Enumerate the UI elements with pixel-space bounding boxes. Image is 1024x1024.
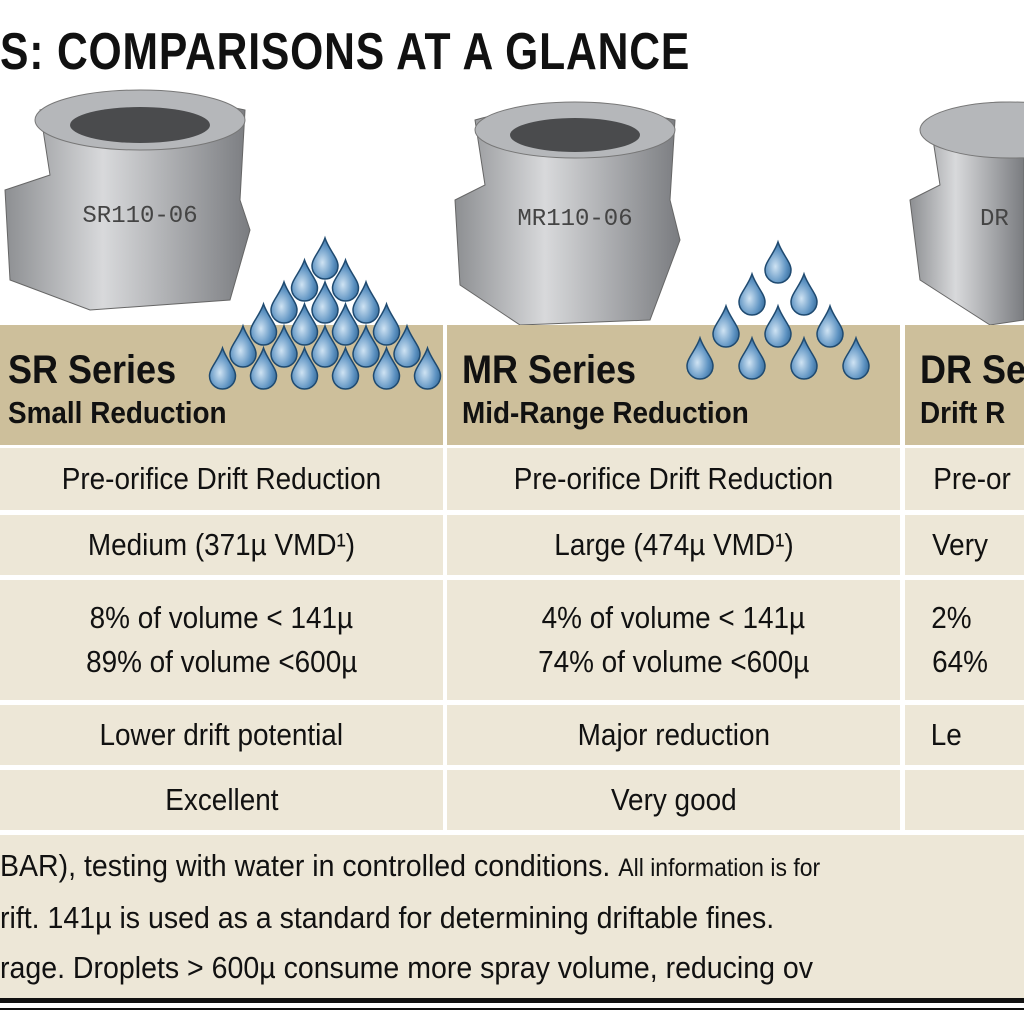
cell-text: Major reduction xyxy=(577,717,770,752)
table-cell: 4% of volume < 141µ 74% of volume <600µ xyxy=(447,580,900,700)
droplet xyxy=(229,323,257,368)
droplet xyxy=(790,271,818,316)
divider xyxy=(443,325,447,830)
cell-text: Pre-or xyxy=(933,461,1011,496)
table-cell: 2% 64% xyxy=(905,580,1024,700)
droplet xyxy=(249,345,278,390)
series-subtitle: Small Reduction xyxy=(8,395,227,430)
table-cell: Major reduction xyxy=(447,705,900,765)
droplet xyxy=(764,303,792,348)
rule xyxy=(0,1008,1024,1010)
table-cell: Pre-orifice Drift Reduction xyxy=(0,448,443,510)
droplet xyxy=(712,303,740,348)
droplets xyxy=(208,235,870,390)
footnote-text: BAR), testing with water in controlled c… xyxy=(0,848,611,883)
cell-text: Excellent xyxy=(164,782,279,817)
table-cell: Excellent xyxy=(0,770,443,830)
cell-text: 2% xyxy=(931,600,972,635)
nozzle: DR xyxy=(909,101,1024,326)
droplet xyxy=(311,279,339,324)
table-cell: Medium (371µ VMD¹) xyxy=(0,515,443,575)
footnote: rage. Droplets > 600µ consume more spray… xyxy=(0,950,814,985)
cell-text: Medium (371µ VMD¹) xyxy=(87,527,356,562)
table-cell: 8% of volume < 141µ 89% of volume <600µ xyxy=(0,580,443,700)
cell-text: 64% xyxy=(932,644,988,679)
table-cell: Very good xyxy=(447,770,900,830)
droplet xyxy=(738,271,766,316)
droplet xyxy=(790,335,818,380)
table-cell-bg xyxy=(905,770,1024,830)
series-name: MR Series xyxy=(462,348,637,392)
series-subtitle: Mid-Range Reduction xyxy=(462,395,749,430)
droplet xyxy=(372,345,401,390)
droplet xyxy=(331,301,360,346)
artwork: SR110-06 MR110-06 DR xyxy=(4,89,1024,326)
series-subtitle: Drift R xyxy=(920,395,1006,430)
table-cell: Very xyxy=(905,515,1024,575)
footnote-note: All information is for xyxy=(618,854,821,882)
nozzle: SR110-06 xyxy=(4,89,251,311)
droplet xyxy=(393,323,421,368)
cell-text: Pre-orifice Drift Reduction xyxy=(513,461,834,496)
droplet xyxy=(764,239,792,284)
table-cell: Large (474µ VMD¹) xyxy=(447,515,900,575)
droplet xyxy=(311,235,339,280)
droplet xyxy=(290,257,319,302)
droplet xyxy=(352,323,380,368)
droplet xyxy=(738,335,766,380)
table-cell: Le xyxy=(905,705,1024,765)
droplet xyxy=(842,335,870,380)
droplet xyxy=(311,323,339,368)
series-name: DR Se xyxy=(920,348,1024,392)
cell-text: Le xyxy=(930,717,962,752)
footnote: BAR), testing with water in controlled c… xyxy=(0,848,820,884)
cell-text: Very xyxy=(932,527,988,562)
droplet xyxy=(208,345,237,390)
cell-text: Pre-orifice Drift Reduction xyxy=(61,461,382,496)
table-cell: Pre-orifice Drift Reduction xyxy=(447,448,900,510)
cell-text: Lower drift potential xyxy=(99,717,344,752)
cell-text: Very good xyxy=(610,782,737,817)
nozzle-label: DR xyxy=(980,206,1009,233)
cell-text: 8% of volume < 141µ xyxy=(89,600,354,635)
droplet xyxy=(270,279,298,324)
rule xyxy=(0,998,1024,1003)
footnote: rift. 141µ is used as a standard for det… xyxy=(0,900,775,935)
droplet xyxy=(816,303,844,348)
droplet xyxy=(686,335,714,380)
droplet xyxy=(270,323,298,368)
cell-text: 74% of volume <600µ xyxy=(537,644,810,679)
series-name: SR Series xyxy=(8,348,177,392)
cell-text: Large (474µ VMD¹) xyxy=(553,527,794,562)
droplet xyxy=(331,257,360,302)
cell-text: 89% of volume <600µ xyxy=(85,644,358,679)
title: S: COMPARISONS AT A GLANCE xyxy=(0,23,691,81)
nozzle: MR110-06 xyxy=(454,101,681,326)
droplet xyxy=(352,279,380,324)
nozzle-label: SR110-06 xyxy=(82,203,197,230)
cell-text: 4% of volume < 141µ xyxy=(541,600,806,635)
droplet xyxy=(413,345,442,390)
table-cell: Pre-or xyxy=(905,448,1024,510)
table-cell: Lower drift potential xyxy=(0,705,443,765)
footnote-band xyxy=(0,835,1024,998)
droplet xyxy=(372,301,401,346)
droplet xyxy=(290,301,319,346)
nozzle-label: MR110-06 xyxy=(517,206,632,233)
divider xyxy=(900,325,905,830)
droplet xyxy=(249,301,278,346)
droplet xyxy=(331,345,360,390)
droplet xyxy=(290,345,319,390)
